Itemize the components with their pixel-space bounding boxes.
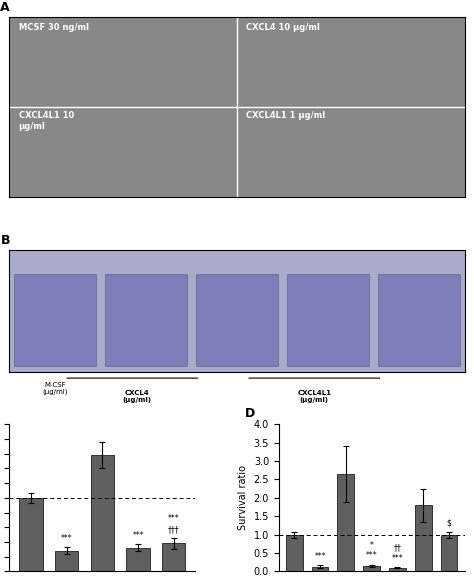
FancyBboxPatch shape [287, 274, 369, 366]
Text: CXCL4
(μg/ml): CXCL4 (μg/ml) [122, 391, 151, 403]
Text: CXCL4L1
(μg/ml): CXCL4L1 (μg/ml) [297, 391, 331, 403]
Text: CXCL4 10 μg/ml: CXCL4 10 μg/ml [246, 23, 320, 32]
Text: $: $ [447, 518, 451, 527]
Text: *
***: * *** [366, 541, 377, 560]
Text: μg/ml: μg/ml [18, 122, 46, 131]
Text: ***: *** [314, 552, 326, 561]
Text: MCSF 30 ng/ml: MCSF 30 ng/ml [18, 23, 89, 32]
Bar [312, 567, 328, 571]
Text: ***: *** [132, 531, 144, 540]
Bar [91, 455, 114, 571]
Y-axis label: Survival ratio: Survival ratio [238, 465, 248, 531]
Bar [363, 566, 380, 571]
Bar [127, 548, 150, 571]
FancyBboxPatch shape [105, 274, 187, 366]
FancyBboxPatch shape [14, 274, 96, 366]
Text: ††
***: †† *** [392, 543, 403, 563]
Bar [415, 505, 432, 571]
Text: B: B [0, 234, 10, 247]
Bar [389, 568, 406, 571]
FancyBboxPatch shape [196, 274, 278, 366]
Text: ***: *** [61, 533, 73, 543]
Text: A: A [0, 1, 10, 14]
Bar [19, 498, 43, 571]
Bar [55, 551, 78, 571]
Bar [286, 535, 303, 571]
Bar [441, 535, 457, 571]
Bar [162, 543, 185, 571]
FancyBboxPatch shape [378, 274, 460, 366]
Text: ***
†††: *** ††† [168, 514, 180, 534]
Text: D: D [246, 407, 255, 420]
Text: M-CSF
(μg/ml): M-CSF (μg/ml) [42, 382, 68, 395]
Bar [337, 474, 354, 571]
Text: CXCL4L1 1 μg/ml: CXCL4L1 1 μg/ml [246, 111, 325, 120]
Text: CXCL4L1 10: CXCL4L1 10 [18, 111, 74, 120]
